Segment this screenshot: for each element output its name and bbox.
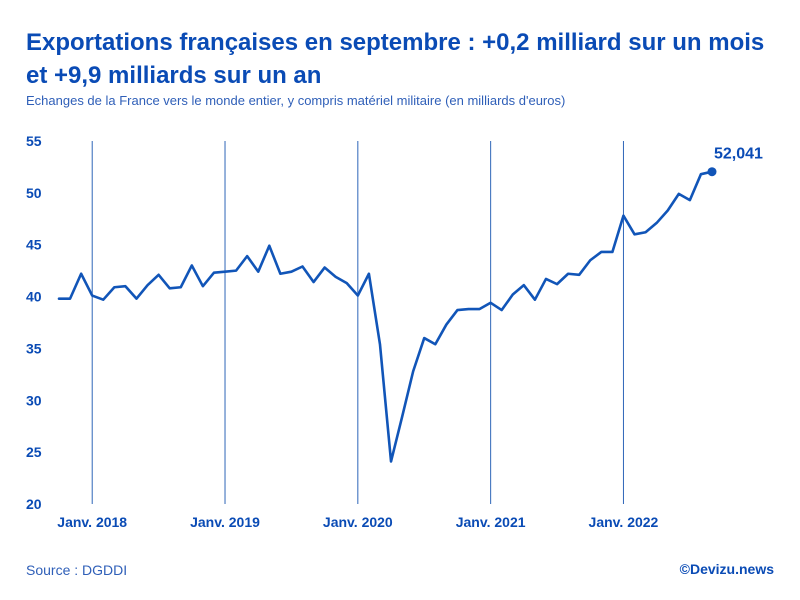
y-tick-label: 50 — [26, 185, 42, 201]
x-tick-label: Janv. 2019 — [190, 514, 260, 530]
y-tick-label: 45 — [26, 237, 42, 253]
x-tick-label: Janv. 2018 — [57, 514, 127, 530]
y-tick-label: 25 — [26, 444, 42, 460]
series-line-exportations — [57, 170, 714, 463]
x-tick-label: Janv. 2021 — [456, 514, 526, 530]
credit-logo: ©Devizu.news — [679, 561, 774, 577]
y-tick-label: 20 — [26, 496, 42, 512]
last-value-label: 52,041 — [714, 146, 763, 163]
last-point-marker — [707, 167, 717, 177]
x-tick-label: Janv. 2020 — [323, 514, 393, 530]
y-tick-label: 55 — [26, 133, 42, 149]
chart-subtitle: Echanges de la France vers le monde enti… — [26, 93, 566, 108]
y-tick-label: 35 — [26, 340, 42, 356]
source-note: Source : DGDDI — [26, 562, 128, 578]
chart-title: Exportations françaises en septembre : +… — [26, 29, 765, 89]
y-tick-label: 30 — [26, 392, 42, 408]
x-tick-label: Janv. 2022 — [589, 514, 659, 530]
y-tick-label: 40 — [26, 289, 42, 305]
